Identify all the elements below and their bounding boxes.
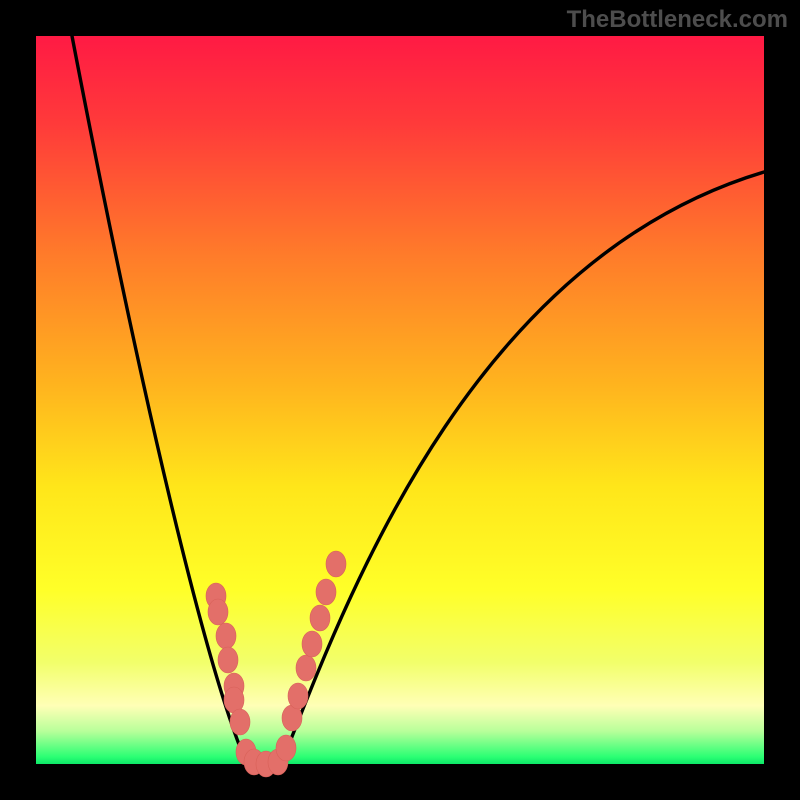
- watermark-text: TheBottleneck.com: [567, 6, 788, 34]
- curve-marker: [208, 599, 228, 625]
- curve-marker: [230, 709, 250, 735]
- curve-marker: [216, 623, 236, 649]
- curve-marker: [218, 647, 238, 673]
- curve-marker: [276, 735, 296, 761]
- chart-stage: TheBottleneck.com: [0, 0, 800, 800]
- curve-marker: [316, 579, 336, 605]
- curve-marker: [296, 655, 316, 681]
- gradient-panel: [36, 36, 764, 764]
- curve-marker: [288, 683, 308, 709]
- curve-marker: [326, 551, 346, 577]
- chart-svg: [0, 0, 800, 800]
- curve-marker: [302, 631, 322, 657]
- curve-marker: [310, 605, 330, 631]
